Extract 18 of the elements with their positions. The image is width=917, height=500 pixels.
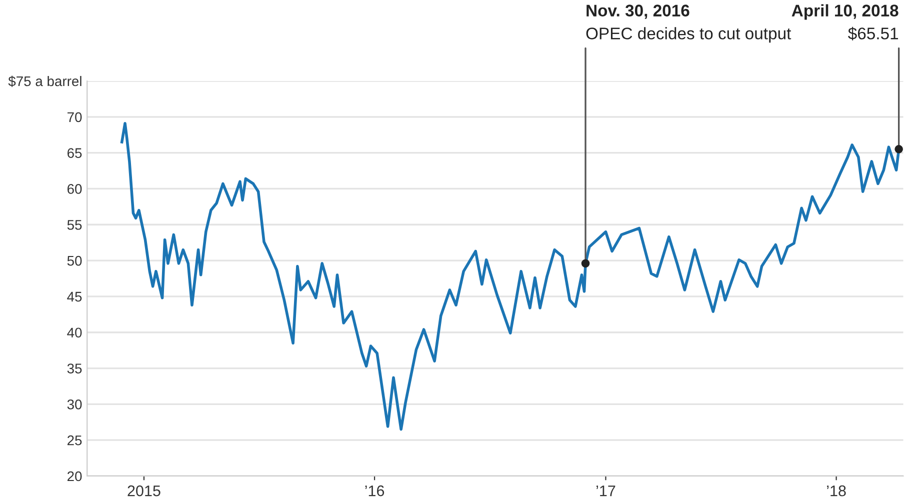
- x-tick-label: 2015: [128, 485, 160, 496]
- y-tick-label: 25: [68, 435, 82, 446]
- y-tick-label: 60: [68, 184, 82, 194]
- x-tick-label: ’18: [827, 485, 846, 496]
- y-tick-label: 40: [67, 328, 82, 338]
- y-tick-label: $75 a barrel: [8, 76, 82, 87]
- y-tick-label: 30: [67, 400, 82, 410]
- y-tick-label: 55: [67, 220, 82, 230]
- y-tick-label: 50: [67, 256, 82, 266]
- y-tick-label: 20: [68, 471, 82, 482]
- x-tick-label: ’16: [365, 485, 384, 496]
- x-tick-label: ’17: [596, 486, 616, 496]
- annotation: April 10, 2018 $65.51: [792, 4, 898, 40]
- y-tick-label: 35: [67, 364, 82, 374]
- y-tick-label: 65: [68, 148, 82, 158]
- y-tick-label: 70: [68, 112, 82, 122]
- y-tick-label: 45: [67, 292, 82, 302]
- annotation: Nov. 30, 2016 OPEC decides to cut output: [586, 4, 792, 43]
